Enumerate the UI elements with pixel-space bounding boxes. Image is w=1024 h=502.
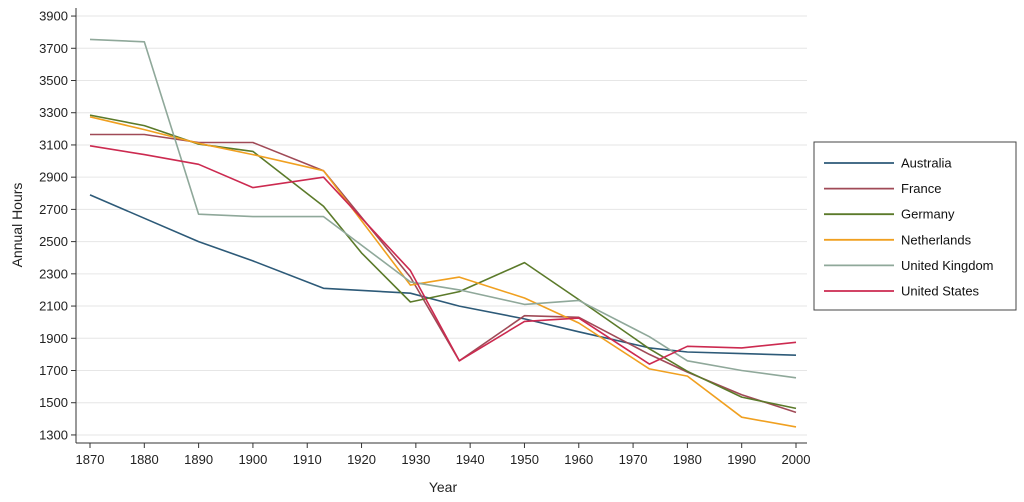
series-lines <box>89 38 797 428</box>
legend-label: United Kingdom <box>901 258 994 273</box>
x-tick-label: 1960 <box>564 452 593 467</box>
x-tick-label: 1930 <box>401 452 430 467</box>
x-tick-label: 1880 <box>130 452 159 467</box>
y-tick-label: 3900 <box>39 9 68 24</box>
y-tick-label: 3500 <box>39 73 68 88</box>
y-tick-label: 2300 <box>39 266 68 281</box>
y-tick-label: 1500 <box>39 395 68 410</box>
x-tick-label: 1870 <box>76 452 105 467</box>
legend: Australia France Germany Netherlands United … <box>813 141 1017 311</box>
x-tick-label: 1900 <box>238 452 267 467</box>
y-tick-label: 2900 <box>39 170 68 185</box>
y-tick-label: 1300 <box>39 427 68 442</box>
series-line-united-states <box>89 145 797 365</box>
grid-lines <box>76 15 807 436</box>
axes <box>71 8 807 448</box>
y-tick-label: 1700 <box>39 363 68 378</box>
x-tick-label: 1940 <box>456 452 485 467</box>
x-tick-label: 1950 <box>510 452 539 467</box>
y-tick-label: 3100 <box>39 137 68 152</box>
legend-box <box>813 141 1017 311</box>
y-tick-label: 3700 <box>39 41 68 56</box>
legend-label: Germany <box>901 207 955 222</box>
plot-area <box>76 8 807 443</box>
legend-label: France <box>901 181 941 196</box>
x-tick-label: 1890 <box>184 452 213 467</box>
legend-label: Australia <box>901 156 952 171</box>
x-tick-label: 2000 <box>782 452 811 467</box>
y-tick-label: 3300 <box>39 105 68 120</box>
series-line-united-kingdom <box>89 38 797 379</box>
y-tick-label: 1900 <box>39 331 68 346</box>
x-tick-label: 1990 <box>727 452 756 467</box>
y-tick-label: 2500 <box>39 234 68 249</box>
x-axis-title: Year <box>429 479 458 495</box>
y-axis-title: Annual Hours <box>9 183 25 268</box>
x-tick-label: 1910 <box>293 452 322 467</box>
series-line-netherlands <box>89 116 797 428</box>
x-tick-label: 1970 <box>619 452 648 467</box>
y-tick-label: 2700 <box>39 202 68 217</box>
y-tick-label: 2100 <box>39 299 68 314</box>
series-line-australia <box>89 194 797 356</box>
legend-label: Netherlands <box>901 232 972 247</box>
legend-label: United States <box>901 284 980 299</box>
tick-labels: 1300 1500 1700 1900 2100 2300 2500 2700 2900 3100… <box>39 9 810 467</box>
x-tick-label: 1980 <box>673 452 702 467</box>
x-tick-label: 1920 <box>347 452 376 467</box>
